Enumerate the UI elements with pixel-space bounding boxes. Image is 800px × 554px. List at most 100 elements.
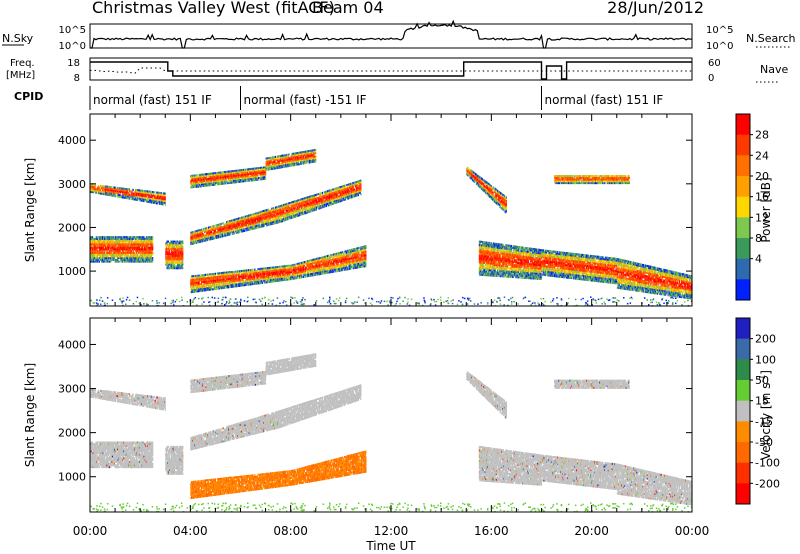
power-cell [100,240,101,242]
power-cell [157,201,158,203]
power-cell [140,254,141,256]
power-cell [104,252,105,254]
power-cell [129,243,130,245]
power-cell [155,199,156,201]
power-cell [116,252,117,254]
power-cell [101,187,102,189]
power-cell [98,257,99,259]
power-panel: 1000200030004000 Slant Range [km] [23,114,693,307]
power-cell [162,194,163,196]
power-cell [118,261,119,263]
freq-unit-label: [MHz] [6,70,35,81]
power-cell [143,190,144,192]
power-cell [140,252,141,254]
power-cell [120,194,121,196]
power-cell [100,189,101,191]
nsky-label: N.Sky [2,32,34,45]
power-cell [157,203,158,205]
noise-tick-top-left: 10^5 [59,25,86,36]
power-cell [130,194,131,196]
power-cell [133,195,134,197]
power-cell [152,191,153,193]
power-cell [135,241,136,243]
power-cell [129,259,130,261]
power-cell [116,189,117,191]
radar-summary-plot: Christmas Valley West (fitACF) Beam 04 2… [0,0,800,554]
power-cell [165,193,166,195]
power-cell [98,236,99,238]
power-cell [96,188,97,190]
cpid-segment-label: normal (fast) 151 IF [545,93,664,107]
power-cell [111,186,112,188]
power-cell [127,192,128,194]
power-cell [94,254,95,256]
power-cell [103,189,104,191]
power-cell [135,254,136,256]
power-cell [111,252,112,254]
power-cell [125,188,126,190]
power-cell [128,254,129,256]
power-cell [125,197,126,199]
power-cell [99,261,100,263]
power-cell [123,250,124,252]
power-cell [132,191,133,193]
freq-label: Freq. [10,58,35,69]
freq-tick-bottom: 8 [74,73,80,84]
power-cell [115,187,116,189]
power-cell [126,250,127,252]
power-cell [104,254,105,256]
power-cell [133,197,134,199]
power-cell [101,185,102,187]
power-cell [131,250,132,252]
power-cell [121,188,122,190]
power-cell [129,188,130,190]
power-cell [113,259,114,261]
power-cell [103,247,104,249]
power-cell [98,250,99,252]
power-cell [114,255,115,257]
power-cell [137,250,138,252]
power-cell [112,250,113,252]
power-cell [125,195,126,197]
power-cell [150,200,151,202]
nsearch-label: N.Search [746,32,796,45]
power-cell [91,254,92,256]
power-cell [96,247,97,249]
power-cell [109,250,110,252]
power-cell [94,188,95,190]
noise-tick-top-right: 10^5 [706,25,733,36]
power-cell [118,187,119,189]
power-cell [137,254,138,256]
power-cell [163,198,164,200]
power-cell [138,252,139,254]
power-cell [148,191,149,193]
power-cell [148,201,149,203]
power-cell [126,254,127,256]
power-cell [104,250,105,252]
power-cell [101,193,102,195]
power-cell [104,186,105,188]
frequency-panel: Freq. [MHz] 18 8 60 0 Nave [6,58,788,84]
power-cell [97,243,98,245]
power-cell [108,247,109,249]
power-cell [139,189,140,191]
power-cell [140,250,141,252]
power-cell [120,250,121,252]
power-cell [130,198,131,200]
power-cell [97,252,98,254]
power-cell [96,240,97,242]
power-cell [123,188,124,190]
power-cell [163,204,164,206]
noise-tick-bottom-right: 10^0 [706,41,733,52]
power-cell [125,250,126,252]
beam-title: Beam 04 [312,0,384,17]
power-cell [165,204,166,206]
power-cell [160,192,161,194]
power-cell [158,192,159,194]
power-cell [102,250,103,252]
power-cell [130,252,131,254]
power-cell [133,189,134,191]
noise-line [90,21,692,48]
station-title: Christmas Valley West (fitACF) [92,0,335,17]
frequency-line [90,62,692,79]
